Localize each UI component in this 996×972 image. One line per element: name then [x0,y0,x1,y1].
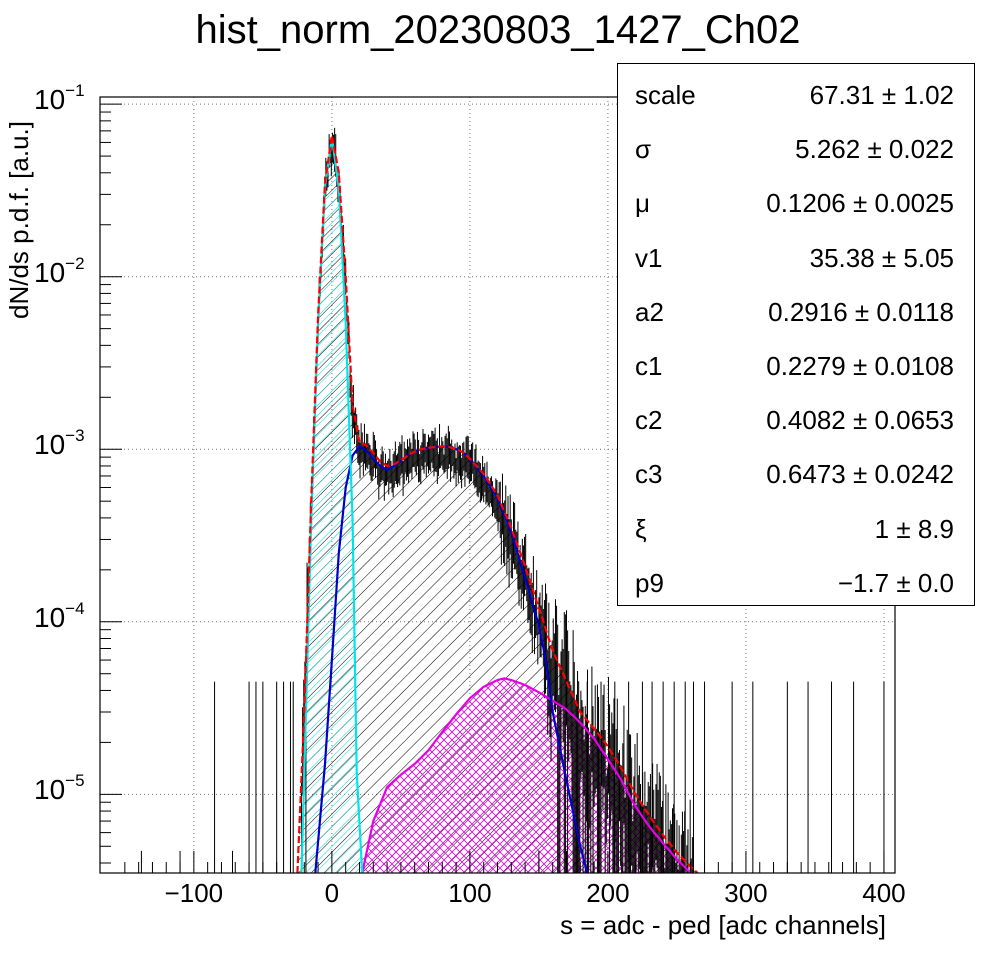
stat-value: 0.6473 ± 0.0242 [766,459,954,490]
axis-ticks [100,103,885,873]
stat-row: v1 35.38 ± 5.05 [618,231,974,285]
y-tick-label: 10−1 [34,81,85,116]
y-tick-label: 10−5 [34,771,85,806]
x-tick-label: 400 [862,878,906,908]
stat-row: scale 67.31 ± 1.02 [618,68,974,122]
stat-row: c1 0.2279 ± 0.0108 [618,339,974,393]
y-tick-label: 10−4 [34,598,85,633]
chart-title: hist_norm_20230803_1427_Ch02 [195,8,801,52]
stat-name: v1 [635,242,663,273]
total-fit-curve [296,135,699,873]
stat-value: 0.2279 ± 0.0108 [766,351,954,381]
x-axis-label: s = adc - ped [adc channels] [560,910,886,940]
stat-row: μ 0.1206 ± 0.0025 [618,176,974,230]
fit-stats-box: scale 67.31 ± 1.02 σ 5.262 ± 0.022 μ 0.1206 ±… [617,63,975,606]
stat-name: μ [635,188,650,219]
stat-row: p9 −1.7 ± 0.0 [618,556,974,610]
stat-row: a2 0.2916 ± 0.0118 [618,285,974,339]
second-component-curve [361,677,692,873]
stat-row: c2 0.4082 ± 0.0653 [618,393,974,447]
stat-value: 0.2916 ± 0.0118 [768,296,954,327]
stat-name: scale [635,80,696,110]
stat-name: ξ [635,513,647,544]
stat-value: 35.38 ± 5.05 [809,242,954,273]
x-tick-label: −100 [164,878,224,908]
x-tick-label: 200 [586,878,630,908]
data-area-hatch [297,135,698,873]
stat-value: 0.1206 ± 0.0025 [766,188,954,219]
stat-name: p9 [635,567,664,598]
stat-value: 1 ± 8.9 [874,513,954,544]
stat-name: c1 [635,351,663,381]
stat-value: 0.4082 ± 0.0653 [766,405,954,436]
pedestal-area-hatch [301,137,363,873]
stat-row: c3 0.6473 ± 0.0242 [618,447,974,501]
y-tick-label: 10−2 [34,253,85,288]
second-component-area-hatch [362,678,691,873]
stat-row: ξ 1 ± 8.9 [618,502,974,556]
stat-row: σ 5.262 ± 0.022 [618,122,974,176]
x-tick-label: 100 [448,878,492,908]
x-tick-label: 300 [724,878,768,908]
stat-name: σ [635,134,652,165]
stat-value: 67.31 ± 1.02 [809,80,954,110]
y-axis-label: dN/ds p.d.f. [a.u.] [4,121,34,319]
stat-name: a2 [635,296,664,327]
stat-value: −1.7 ± 0.0 [837,567,954,598]
stat-value: 5.262 ± 0.022 [795,134,954,165]
x-tick-label: 0 [324,878,340,908]
stat-name: c2 [635,405,663,436]
stat-name: c3 [635,459,663,490]
y-tick-label: 10−3 [34,426,85,461]
